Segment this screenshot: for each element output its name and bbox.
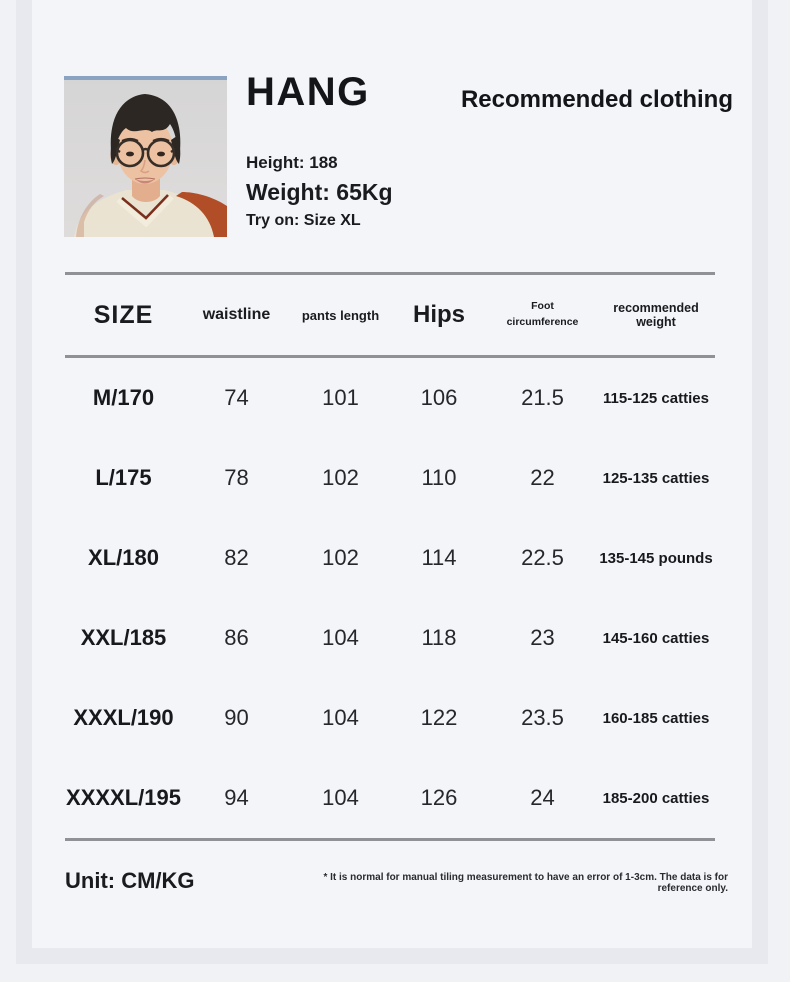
- table-row: XXL/185 86 104 118 23 145-160 catties: [65, 598, 715, 678]
- cell-weight: 135-145 pounds: [599, 549, 713, 567]
- cell-pants-length: 104: [322, 705, 359, 730]
- brand-title: HANG: [246, 70, 370, 114]
- cell-foot: 22.5: [521, 545, 564, 570]
- size-chart-card: HANG Height: 188 Weight: 65Kg Try on: Si…: [32, 0, 752, 948]
- cell-hips: 118: [421, 625, 457, 650]
- cell-weight: 125-135 catties: [602, 469, 710, 487]
- col-header-hips: Hips: [412, 301, 465, 328]
- cell-hips: 110: [421, 465, 457, 490]
- recommended-clothing-title: Recommended clothing: [460, 86, 733, 113]
- table-row: XXXXL/195 94 104 126 24 185-200 catties: [65, 758, 715, 838]
- cell-waistline: 78: [224, 465, 249, 490]
- stat-tryon: Try on: Size XL: [246, 212, 361, 229]
- cell-weight: 115-125 catties: [603, 389, 709, 407]
- cell-waistline: 82: [224, 545, 249, 570]
- cell-foot: 24: [530, 785, 555, 810]
- cell-weight: 160-185 catties: [602, 709, 710, 727]
- table-row: M/170 74 101 106 21.5 115-125 catties: [65, 358, 715, 438]
- cell-foot: 23.5: [521, 705, 564, 730]
- table-row: XL/180 82 102 114 22.5 135-145 pounds: [65, 518, 715, 598]
- col-header-pants-length: pants length: [301, 307, 380, 323]
- col-header-foot-circumference: Foot circumference: [506, 300, 579, 328]
- cell-waistline: 94: [224, 785, 249, 810]
- table-row: XXXL/190 90 104 122 23.5 160-185 catties: [65, 678, 715, 758]
- cell-size: XXXXL/195: [66, 785, 181, 810]
- size-table: SIZE waistline pants length Hips Foot ci…: [65, 272, 715, 841]
- cell-hips: 126: [420, 785, 458, 810]
- cell-pants-length: 104: [322, 625, 359, 650]
- cell-size: XXL/185: [80, 625, 167, 650]
- model-stats: Height: 188 Weight: 65Kg Try on: Size XL: [246, 154, 393, 229]
- cell-waistline: 90: [224, 705, 249, 730]
- cell-pants-length: 101: [322, 385, 359, 410]
- cell-foot: 21.5: [521, 385, 564, 410]
- cell-pants-length: 102: [322, 545, 359, 570]
- cell-size: XXXL/190: [73, 705, 174, 730]
- unit-label: Unit: CM/KG: [65, 868, 195, 893]
- col-header-size: SIZE: [93, 300, 154, 329]
- model-portrait-illustration: [64, 76, 227, 237]
- col-header-waistline: waistline: [202, 306, 271, 323]
- cell-size: M/170: [92, 385, 155, 410]
- table-header-row: SIZE waistline pants length Hips Foot ci…: [65, 275, 715, 358]
- col-header-recommended-weight: recommended weight: [613, 301, 699, 329]
- cell-weight: 145-160 catties: [602, 629, 710, 647]
- cell-hips: 114: [421, 545, 457, 570]
- cell-foot: 22: [530, 465, 555, 490]
- cell-pants-length: 102: [322, 465, 359, 490]
- cell-weight: 185-200 catties: [602, 789, 710, 807]
- cell-waistline: 86: [224, 625, 249, 650]
- cell-hips: 106: [420, 385, 458, 410]
- model-photo: [64, 76, 227, 237]
- table-row: L/175 78 102 110 22 125-135 catties: [65, 438, 715, 518]
- cell-size: XL/180: [88, 545, 159, 570]
- cell-foot: 23: [530, 625, 555, 650]
- cell-size: L/175: [95, 465, 152, 490]
- cell-pants-length: 104: [322, 785, 359, 810]
- measurement-disclaimer: * It is normal for manual tiling measure…: [323, 872, 728, 894]
- cell-waistline: 74: [224, 385, 249, 410]
- image-frame: HANG Height: 188 Weight: 65Kg Try on: Si…: [16, 0, 768, 964]
- stat-weight: Weight: 65Kg: [246, 179, 393, 205]
- stat-height: Height: 188: [246, 153, 338, 172]
- cell-hips: 122: [420, 705, 458, 730]
